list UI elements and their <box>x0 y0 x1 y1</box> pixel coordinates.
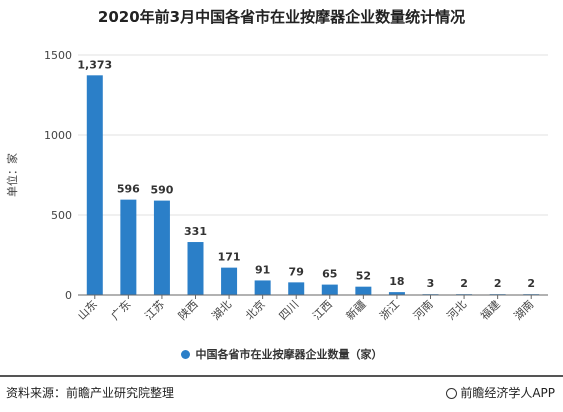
bar <box>288 282 305 295</box>
data-label: 590 <box>150 184 173 197</box>
x-tick-label: 山东 <box>75 298 100 323</box>
x-tick-label: 浙江 <box>377 298 402 323</box>
y-tick-label: 0 <box>65 289 72 302</box>
x-tick-label: 陕西 <box>175 297 200 322</box>
bar <box>388 292 405 295</box>
bar <box>187 242 204 295</box>
legend-label: 中国各省市在业按摩器企业数量（家） <box>195 348 383 361</box>
y-tick-label: 1500 <box>44 49 72 62</box>
x-tick-label: 湖北 <box>209 298 234 323</box>
footer: 资料来源：前瞻产业研究院整理 前瞻经济学人APP <box>0 375 563 412</box>
x-tick-label: 江苏 <box>142 298 167 323</box>
x-tick-label: 四川 <box>277 298 302 323</box>
data-label: 2 <box>527 277 535 290</box>
data-label: 596 <box>117 183 140 196</box>
bars <box>86 75 540 295</box>
legend: 中国各省市在业按摩器企业数量（家） <box>0 346 563 362</box>
brand-logo-icon <box>446 388 458 399</box>
x-tick-label: 新疆 <box>343 297 368 322</box>
data-label: 91 <box>255 263 270 276</box>
data-label: 18 <box>389 275 404 288</box>
x-tick-label: 江西 <box>310 298 335 323</box>
x-tick-label: 广东 <box>109 298 134 323</box>
brand-name: 前瞻经济学人APP <box>460 386 555 400</box>
data-label: 2 <box>460 277 468 290</box>
y-tick-label: 500 <box>51 209 72 222</box>
x-tick-label: 河南 <box>411 298 436 323</box>
legend-marker-icon <box>180 350 190 359</box>
source-note: 资料来源：前瞻产业研究院整理 <box>6 386 175 400</box>
x-tick-label: 湖南 <box>512 298 537 323</box>
bar <box>321 284 338 295</box>
data-labels: 1,373 596 590 331 171 91 79 65 52 18 3 2 2 2 <box>77 58 535 290</box>
y-tick-label: 1000 <box>44 129 72 142</box>
brand-attribution: 前瞻经济学人APP <box>446 384 555 401</box>
x-tick-label: 北京 <box>242 297 267 322</box>
data-label: 3 <box>427 277 435 290</box>
bar <box>254 280 271 295</box>
bar <box>86 75 103 295</box>
data-label: 1,373 <box>77 58 112 71</box>
grid-lines <box>78 54 548 216</box>
data-label: 2 <box>494 277 502 290</box>
x-tick-label: 河北 <box>444 298 469 323</box>
data-label: 65 <box>322 268 337 281</box>
y-axis-title: 单位：家 <box>5 153 19 197</box>
bar <box>120 199 137 295</box>
data-label: 331 <box>184 225 207 238</box>
data-label: 171 <box>218 251 241 264</box>
chart-title: 2020年前3月中国各省市在业按摩器企业数量统计情况 <box>97 8 466 26</box>
bar <box>221 267 238 295</box>
bar <box>355 286 372 295</box>
bar <box>153 200 170 295</box>
x-tick-label: 福建 <box>477 297 502 322</box>
data-label: 79 <box>289 265 304 278</box>
data-label: 52 <box>356 270 371 283</box>
